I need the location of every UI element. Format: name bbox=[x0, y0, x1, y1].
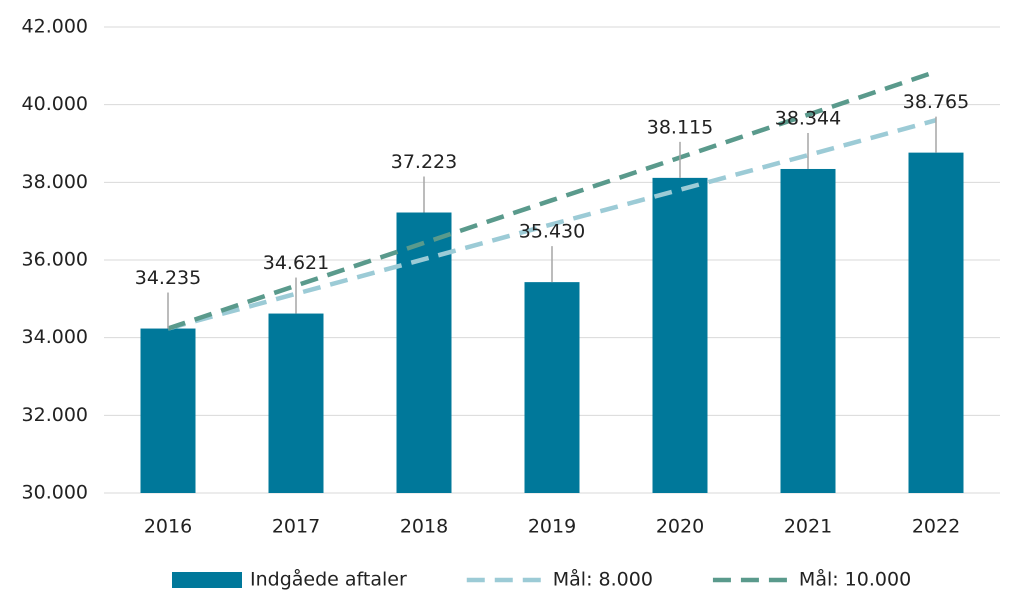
data-label: 37.223 bbox=[391, 151, 457, 173]
y-tick-label: 32.000 bbox=[22, 404, 88, 426]
data-label: 35.430 bbox=[519, 221, 585, 243]
y-tick-label: 36.000 bbox=[22, 249, 88, 271]
y-tick-label: 42.000 bbox=[22, 16, 88, 38]
bar bbox=[908, 152, 964, 493]
legend-label: Indgåede aftaler bbox=[250, 568, 407, 591]
y-tick-label: 30.000 bbox=[22, 482, 88, 504]
data-label: 38.344 bbox=[775, 107, 841, 129]
line bbox=[167, 118, 937, 331]
y-tick-label: 38.000 bbox=[22, 171, 88, 193]
x-tick-label: 2019 bbox=[528, 516, 576, 538]
x-tick-label: 2018 bbox=[400, 516, 448, 538]
x-tick-label: 2016 bbox=[144, 516, 192, 538]
data-label: 38.115 bbox=[647, 116, 713, 138]
y-tick-label: 40.000 bbox=[22, 93, 88, 115]
legend-label: Mål: 8.000 bbox=[553, 568, 653, 591]
data-label: 34.235 bbox=[135, 267, 201, 289]
legend-label: Mål: 10.000 bbox=[799, 568, 911, 591]
x-tick-label: 2020 bbox=[656, 516, 704, 538]
x-tick-label: 2021 bbox=[784, 516, 832, 538]
bar bbox=[780, 168, 836, 493]
line bbox=[167, 69, 937, 331]
bar bbox=[652, 177, 708, 493]
x-tick-label: 2022 bbox=[912, 516, 960, 538]
data-label: 38.765 bbox=[903, 91, 969, 113]
legend-swatch bbox=[172, 572, 242, 588]
bar bbox=[524, 282, 580, 493]
data-label: 34.621 bbox=[263, 252, 329, 274]
y-tick-label: 34.000 bbox=[22, 326, 88, 348]
bar bbox=[140, 328, 196, 493]
bar bbox=[268, 313, 324, 493]
x-tick-label: 2017 bbox=[272, 516, 320, 538]
